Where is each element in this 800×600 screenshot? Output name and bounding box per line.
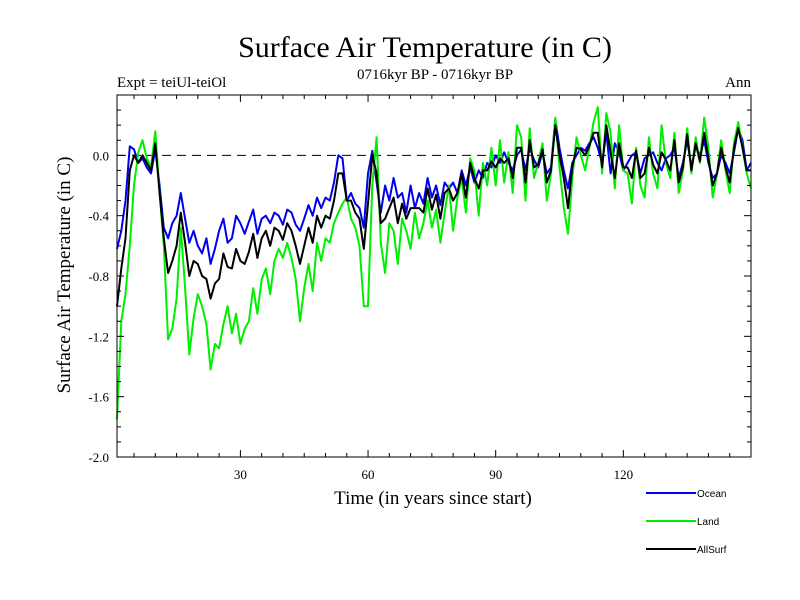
legend-label-allsurf: AllSurf: [697, 545, 727, 556]
plot-border: [116, 94, 752, 458]
x-tick-label: 30: [234, 467, 247, 482]
experiment-label: Expt = teiUl-teiOl: [117, 75, 226, 91]
chart-title: Surface Air Temperature (in C): [238, 31, 612, 64]
y-tick-label: -2.0: [88, 450, 109, 465]
series-line-allsurf: [116, 124, 751, 307]
legend: Ocean Land AllSurf: [646, 489, 727, 556]
plot-frame: -2.0 -1.6 -1.2 -0.8 -0.4 0.0 30 60 90 120: [88, 94, 752, 482]
series-line-ocean: [116, 118, 752, 265]
chart-subtitle: 0716kyr BP - 0716kyr BP: [357, 67, 513, 83]
x-tick-label: 60: [362, 467, 375, 482]
x-tick-label: 90: [489, 467, 502, 482]
season-label: Ann: [725, 75, 751, 91]
legend-label-land: Land: [697, 517, 719, 528]
y-tick-label: -0.4: [88, 209, 109, 224]
y-tick-label: 0.0: [93, 148, 109, 163]
legend-label-ocean: Ocean: [697, 489, 726, 500]
y-tick-label: -1.6: [88, 390, 109, 405]
y-tick-label: -1.2: [88, 329, 109, 344]
series-line-land: [116, 106, 752, 420]
x-axis-label: Time (in years since start): [334, 488, 532, 509]
y-axis-label: Surface Air Temperature (in C): [54, 157, 75, 394]
x-tick-label: 120: [614, 467, 634, 482]
y-tick-label: -0.8: [88, 269, 109, 284]
plot-series: [116, 106, 752, 420]
